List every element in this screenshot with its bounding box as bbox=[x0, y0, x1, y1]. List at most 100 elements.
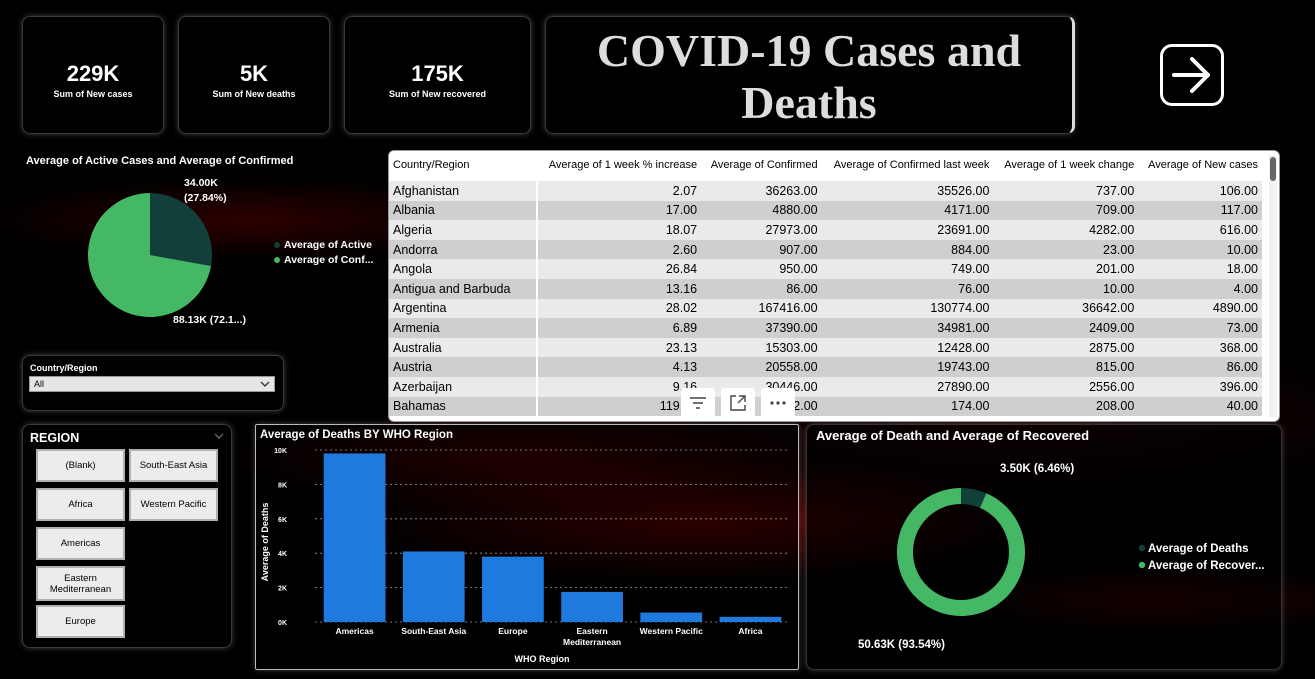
next-page-button[interactable] bbox=[1160, 44, 1224, 106]
region-button-blank[interactable]: (Blank) bbox=[36, 449, 125, 482]
table-row[interactable]: Andorra 2.60 907.00 884.00 23.00 10.00 bbox=[389, 239, 1262, 260]
value-cell: 23691.00 bbox=[821, 220, 994, 240]
region-button-europe[interactable]: Europe bbox=[36, 605, 125, 638]
region-button-south-east-asia[interactable]: South-East Asia bbox=[129, 449, 218, 482]
value-cell: 4880.00 bbox=[701, 200, 822, 221]
legend-label: Average of Conf... bbox=[284, 254, 374, 266]
bar[interactable] bbox=[719, 616, 782, 622]
region-button-eastern-mediterranean[interactable]: Eastern Mediterranean bbox=[36, 566, 125, 601]
column-header[interactable]: Average of 1 week % increase bbox=[537, 151, 702, 181]
legend-label: Average of Deaths bbox=[1148, 543, 1249, 555]
country-table[interactable]: Country/Region Average of 1 week % incre… bbox=[388, 150, 1280, 422]
donut-legend-deaths[interactable]: Average of Deaths bbox=[1138, 543, 1249, 555]
pie-slice[interactable] bbox=[150, 193, 212, 267]
x-tick-label: Americas bbox=[335, 626, 374, 636]
more-options-icon[interactable] bbox=[761, 388, 795, 418]
y-tick-label: 2K bbox=[278, 586, 287, 593]
table-row[interactable]: Antigua and Barbuda 13.16 86.00 76.00 10.00 4… bbox=[389, 278, 1262, 299]
value-cell: 37390.00 bbox=[701, 318, 822, 338]
value-cell: 201.00 bbox=[993, 259, 1139, 279]
region-button-africa[interactable]: Africa bbox=[36, 488, 125, 521]
pie1-chart[interactable] bbox=[80, 185, 220, 325]
table-row[interactable]: Australia 23.13 15303.00 12428.00 2875.00 368… bbox=[389, 337, 1262, 358]
table-row[interactable]: Azerbaijan 9.16 30446.00 27890.00 2556.00 396… bbox=[389, 376, 1262, 397]
value-cell: 12428.00 bbox=[821, 337, 994, 358]
country-cell: Angola bbox=[389, 259, 538, 279]
pie-slice[interactable] bbox=[87, 193, 212, 317]
bar[interactable] bbox=[402, 551, 465, 622]
bar[interactable] bbox=[561, 591, 623, 622]
value-cell: 106.00 bbox=[1138, 181, 1262, 201]
scroll-thumb[interactable] bbox=[1270, 157, 1276, 181]
x-tick-label: Western Pacific bbox=[640, 626, 703, 636]
pie1-top-label: 34.00K bbox=[184, 177, 218, 189]
value-cell: 709.00 bbox=[993, 200, 1139, 221]
country-dropdown[interactable]: All bbox=[29, 376, 275, 392]
bar-chart[interactable]: Average of Deaths BY WHO Region Average … bbox=[255, 424, 799, 670]
value-cell: 23.13 bbox=[537, 337, 702, 358]
value-cell: 396.00 bbox=[1138, 376, 1262, 397]
value-cell: 15303.00 bbox=[701, 337, 822, 358]
region-button-western-pacific[interactable]: Western Pacific bbox=[129, 488, 218, 521]
table-row[interactable]: Austria 4.13 20558.00 19743.00 815.00 86.00 bbox=[389, 357, 1262, 377]
bar[interactable] bbox=[640, 612, 703, 622]
column-header[interactable]: Average of Confirmed last week bbox=[821, 151, 994, 181]
table-row[interactable]: Argentina 28.02 167416.00 130774.00 36642.00… bbox=[389, 298, 1262, 319]
value-cell: 4171.00 bbox=[821, 200, 994, 221]
donut-slice[interactable] bbox=[961, 488, 987, 508]
table-row[interactable]: Bahamas 119.54 382.00 174.00 208.00 40.00 bbox=[389, 396, 1262, 417]
pie1-legend-active[interactable]: Average of Active bbox=[274, 239, 372, 251]
filter-icon[interactable] bbox=[681, 388, 715, 418]
column-header[interactable]: Average of 1 week change bbox=[993, 151, 1139, 181]
table-row[interactable]: Angola 26.84 950.00 749.00 201.00 18.00 bbox=[389, 259, 1262, 279]
country-cell: Austria bbox=[389, 357, 538, 377]
value-cell: 6.89 bbox=[537, 318, 702, 338]
y-tick-label: 10K bbox=[274, 448, 287, 455]
donut-legend-recovered[interactable]: Average of Recover... bbox=[1138, 560, 1265, 572]
pie1-legend-confirmed[interactable]: Average of Conf... bbox=[274, 254, 373, 266]
column-header[interactable]: Average of Confirmed bbox=[701, 151, 822, 181]
title-card: COVID-19 Cases and Deaths bbox=[545, 16, 1075, 134]
donut-data-label-recovered: 50.63K (93.54%) bbox=[858, 639, 945, 651]
region-button-americas[interactable]: Americas bbox=[36, 527, 125, 560]
slicer-label: Country/Region bbox=[30, 363, 98, 373]
legend-marker bbox=[274, 257, 280, 264]
country-cell: Argentina bbox=[389, 298, 538, 319]
kpi-value: 5K bbox=[239, 61, 269, 86]
value-cell: 9.16 bbox=[537, 376, 702, 397]
value-cell: 35526.00 bbox=[821, 181, 994, 201]
visual-toolbar bbox=[681, 388, 795, 418]
bar[interactable] bbox=[482, 556, 544, 622]
chevron-down-icon[interactable] bbox=[214, 432, 224, 440]
ellipsis-icon bbox=[770, 401, 786, 405]
value-cell: 36263.00 bbox=[701, 181, 822, 201]
y-tick-label: 6K bbox=[278, 517, 287, 524]
focus-mode-icon[interactable] bbox=[721, 388, 755, 418]
expand-icon bbox=[730, 395, 746, 411]
value-cell: 117.00 bbox=[1138, 200, 1262, 221]
donut-chart[interactable]: Average of Death and Average of Recovere… bbox=[806, 424, 1282, 670]
value-cell: 17.00 bbox=[537, 200, 702, 221]
table-scrollbar[interactable] bbox=[1269, 155, 1277, 417]
value-cell: 23.00 bbox=[993, 239, 1139, 260]
pie1-title: Average of Active Cases and Average of C… bbox=[26, 155, 294, 167]
value-cell: 20558.00 bbox=[701, 357, 822, 377]
table-row[interactable]: Algeria 18.07 27973.00 23691.00 4282.00 616.0… bbox=[389, 220, 1262, 240]
table-row[interactable]: Albania 17.00 4880.00 4171.00 709.00 117.00 bbox=[389, 200, 1262, 221]
value-cell: 119.54 bbox=[537, 396, 702, 417]
value-cell: 737.00 bbox=[993, 181, 1139, 201]
table-row[interactable]: Armenia 6.89 37390.00 34981.00 2409.00 73.00 bbox=[389, 318, 1262, 338]
x-tick-label: Africa bbox=[738, 626, 762, 636]
country-cell: Antigua and Barbuda bbox=[389, 278, 538, 299]
table-header-row: Country/Region Average of 1 week % incre… bbox=[389, 151, 1262, 181]
table-row[interactable]: Afghanistan 2.07 36263.00 35526.00 737.00 106… bbox=[389, 181, 1262, 201]
column-header[interactable]: Average of New cases bbox=[1138, 151, 1262, 181]
donut-slice[interactable] bbox=[897, 488, 1025, 616]
donut-chart-panel bbox=[806, 424, 1282, 670]
column-header[interactable]: Country/Region bbox=[389, 151, 537, 181]
value-cell: 368.00 bbox=[1138, 337, 1262, 358]
value-cell: 27973.00 bbox=[701, 220, 822, 240]
pie1-bottom-label: 88.13K (72.1...) bbox=[173, 314, 246, 326]
bar[interactable] bbox=[323, 453, 386, 622]
value-cell: 26.84 bbox=[537, 259, 702, 279]
